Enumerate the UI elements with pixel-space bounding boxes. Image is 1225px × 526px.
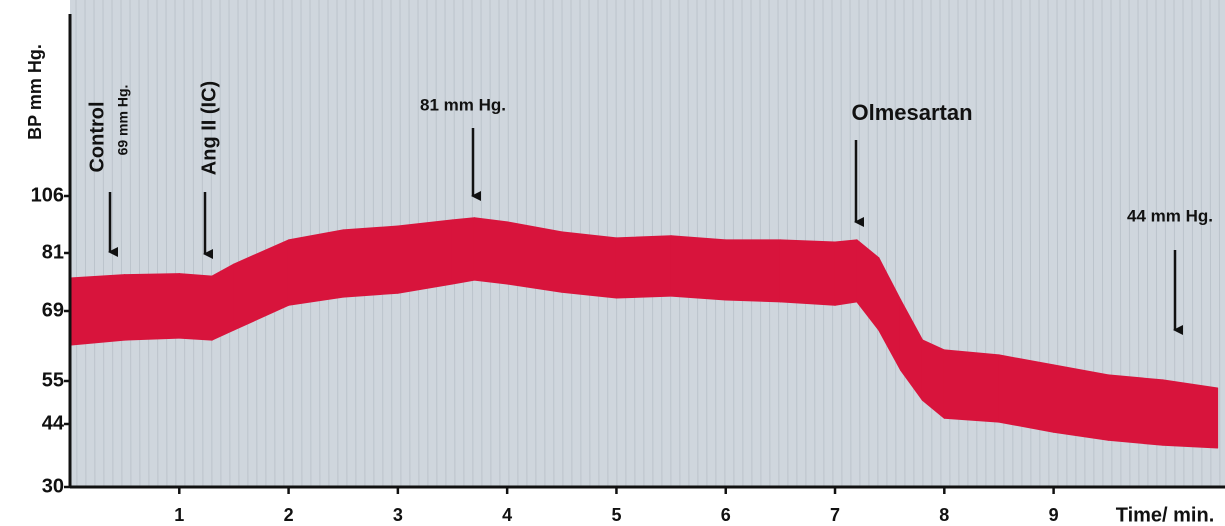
annotation: 81 mm Hg.: [420, 95, 506, 114]
trace-band: [212, 264, 234, 340]
trace-band: [780, 240, 835, 305]
trace-band: [70, 275, 125, 345]
trace-band: [179, 274, 212, 340]
trace-band: [671, 236, 726, 300]
trace-band: [1163, 380, 1218, 448]
annotation: Control: [86, 101, 108, 172]
chart: BP mm Hg. Time/ min. Control 69 mm Hg. A…: [0, 0, 1225, 526]
x-tick-label: 8: [939, 505, 949, 525]
trace-band: [835, 240, 857, 305]
y-tick-label: 55: [42, 369, 64, 391]
trace-band: [453, 218, 475, 284]
x-tick-label: 1: [174, 505, 184, 525]
trace-band: [125, 274, 180, 340]
x-tick-label: 3: [393, 505, 403, 525]
x-tick-label: 9: [1049, 505, 1059, 525]
trace-band: [343, 226, 398, 297]
y-tick-label: 106: [31, 184, 64, 206]
annotation: 44 mm Hg.: [1127, 206, 1213, 225]
trace-band: [562, 232, 617, 298]
trace-band: [1108, 375, 1163, 445]
trace-band: [999, 355, 1054, 432]
trace-band: [1054, 365, 1109, 440]
y-tick-label: 44: [42, 412, 65, 434]
trace-band: [726, 240, 781, 302]
annotation: 69 mm Hg.: [115, 85, 131, 156]
x-tick-label: 2: [284, 505, 294, 525]
x-tick-label: 6: [721, 505, 731, 525]
x-tick-label: 4: [502, 505, 512, 525]
trace-band: [616, 236, 671, 298]
x-axis-label: Time/ min.: [1116, 504, 1215, 526]
annotation: Olmesartan: [851, 100, 972, 125]
y-axis-label: BP mm Hg.: [25, 44, 45, 140]
y-tick-label: 81: [42, 241, 64, 263]
trace-band: [474, 218, 507, 284]
y-tick-label: 30: [42, 475, 64, 497]
annotation: Ang II (IC): [198, 81, 220, 175]
x-tick-label: 5: [611, 505, 621, 525]
y-tick-label: 69: [42, 299, 64, 321]
trace-band: [289, 230, 344, 305]
x-tick-label: 7: [830, 505, 840, 525]
trace-band: [507, 222, 562, 292]
trace-band: [944, 350, 999, 422]
trace-band: [398, 220, 453, 293]
